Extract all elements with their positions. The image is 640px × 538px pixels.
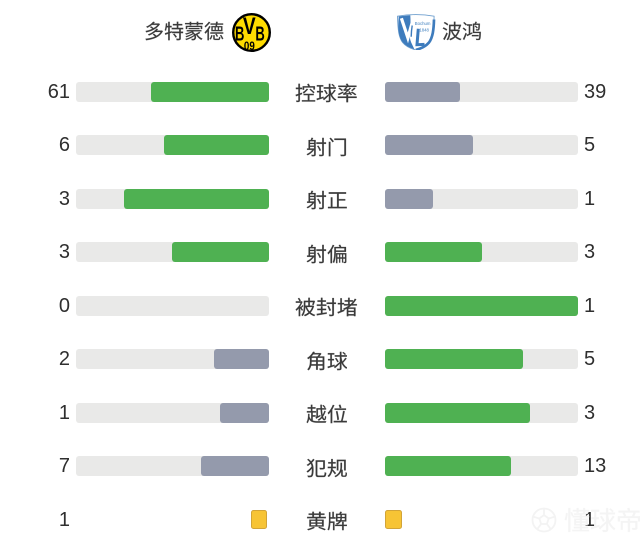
svg-text:1848: 1848 [419,28,429,33]
svg-text:Bochum: Bochum [415,21,431,26]
svg-text:V: V [243,13,256,40]
svg-text:B: B [255,22,264,45]
svg-text:B: B [235,22,244,45]
svg-text:09: 09 [244,39,255,52]
